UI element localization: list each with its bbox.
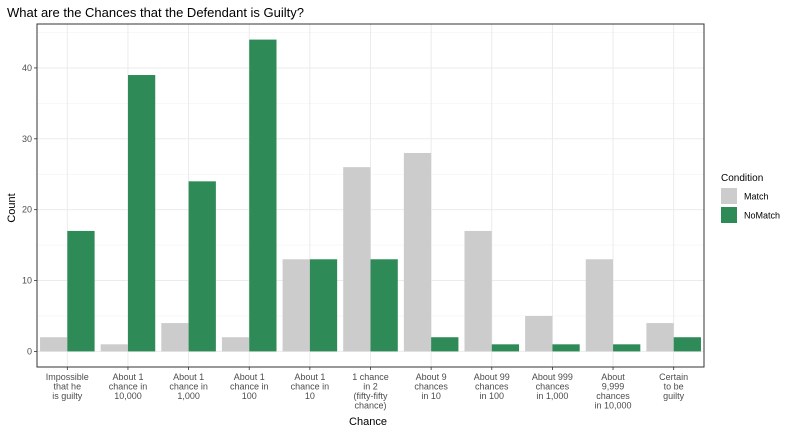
bar-match	[646, 323, 674, 352]
legend-title: Condition	[721, 173, 763, 184]
x-tick-label: About 1 chance in 1,000	[169, 372, 208, 401]
bar-nomatch	[127, 75, 156, 352]
legend-label-nomatch: NoMatch	[744, 211, 780, 221]
x-tick-label-line: 1,000	[177, 391, 200, 401]
x-tick-label: About 1 chance in 10	[291, 372, 330, 401]
x-tick-label-line: About 999	[532, 372, 573, 382]
y-tick-label: 0	[27, 346, 32, 356]
x-tick-label-line: in 1,000	[536, 391, 568, 401]
x-tick-label-line: guilty	[663, 391, 685, 401]
bar-nomatch	[673, 337, 701, 352]
x-tick-label: Certain to be guilty	[659, 372, 688, 401]
y-tick-label: 30	[22, 134, 32, 144]
x-tick-label-line: About 9	[416, 372, 447, 382]
x-tick-label-line: chance in	[169, 382, 208, 392]
x-tick-label-line: 100	[242, 391, 257, 401]
bar-match	[221, 337, 250, 352]
bar-match	[100, 344, 128, 352]
y-tick-label: 20	[22, 205, 32, 215]
x-tick-label-line: in 10	[421, 391, 441, 401]
x-tick-label-line: 9,999	[602, 382, 625, 392]
x-tick-label-line: chance in	[230, 382, 269, 392]
legend: Condition Match NoMatch	[721, 173, 780, 223]
x-tick-label-line: that he	[54, 382, 82, 392]
x-tick-label-line: chance in	[291, 382, 330, 392]
x-tick-label-line: About	[601, 372, 625, 382]
bar-match	[161, 323, 189, 352]
bar-match	[525, 315, 553, 352]
bar-nomatch	[309, 259, 338, 352]
x-tick-label-line: chances	[596, 391, 630, 401]
x-tick-label-line: chances	[536, 382, 570, 392]
x-tick-label-line: 10	[305, 391, 315, 401]
bar-nomatch	[613, 344, 641, 352]
x-tick-label: About 999 chances in 1,000	[532, 372, 573, 401]
bar-nomatch	[431, 337, 459, 352]
y-tick-label: 10	[22, 276, 32, 286]
y-tick-label: 40	[22, 63, 32, 73]
x-tick-label-line: is guilty	[52, 391, 83, 401]
legend-label-match: Match	[744, 192, 769, 202]
bar-match	[403, 152, 432, 352]
x-tick-label-line: About 1	[294, 372, 325, 382]
x-tick-label-line: About 1	[234, 372, 265, 382]
x-tick-label-line: About 1	[173, 372, 204, 382]
x-tick-label-line: Certain	[659, 372, 688, 382]
bar-match	[464, 230, 492, 352]
x-tick-label-line: (fifty-fifty	[354, 391, 388, 401]
x-tick-label-line: chances	[414, 382, 448, 392]
bar-nomatch	[491, 344, 520, 352]
x-tick-label: Impossible that he is guilty	[46, 372, 89, 401]
legend-key-match	[721, 188, 737, 204]
x-axis-title: Chance	[349, 416, 387, 428]
x-tick-label-line: chances	[475, 382, 509, 392]
x-tick-label-line: chance)	[354, 401, 386, 411]
x-tick-label-line: in 100	[480, 391, 505, 401]
x-tick-label: About 9 chances in 10	[414, 372, 448, 401]
legend-key-nomatch	[721, 207, 737, 223]
plot-area: 0 10 20 30 40 Impossible that he is guilty About…	[22, 23, 705, 411]
x-tick-label: About 1 chance in 10,000	[109, 372, 148, 401]
bar-nomatch	[188, 181, 216, 352]
x-tick-label: About 9,999 chances in 10,000	[595, 372, 632, 411]
chart-title: What are the Chances that the Defendant …	[7, 5, 304, 20]
x-tick-label: 1 chance in 2 (fifty-fifty chance)	[352, 372, 389, 411]
bar-nomatch	[249, 39, 277, 352]
x-tick-label: About 1 chance in 100	[230, 372, 269, 401]
x-tick-label-line: Impossible	[46, 372, 89, 382]
bar-match	[343, 167, 371, 352]
bar-match	[40, 337, 68, 352]
x-tick-label-line: 10,000	[114, 391, 142, 401]
x-tick-label-line: chance in	[109, 382, 148, 392]
x-tick-label-line: About 99	[474, 372, 510, 382]
x-tick-label-line: 1 chance	[352, 372, 389, 382]
x-tick-label-line: to be	[664, 382, 684, 392]
bar-match	[282, 259, 310, 352]
x-tick-label-line: About 1	[112, 372, 143, 382]
bar-match	[585, 259, 614, 352]
bar-nomatch	[552, 344, 580, 352]
y-axis-title: Count	[6, 193, 18, 222]
x-tick-label: About 99 chances in 100	[474, 372, 510, 401]
x-tick-label-line: in 2	[363, 382, 378, 392]
bar-nomatch	[67, 230, 95, 352]
bar-nomatch	[370, 259, 398, 352]
x-tick-label-line: in 10,000	[595, 401, 632, 411]
